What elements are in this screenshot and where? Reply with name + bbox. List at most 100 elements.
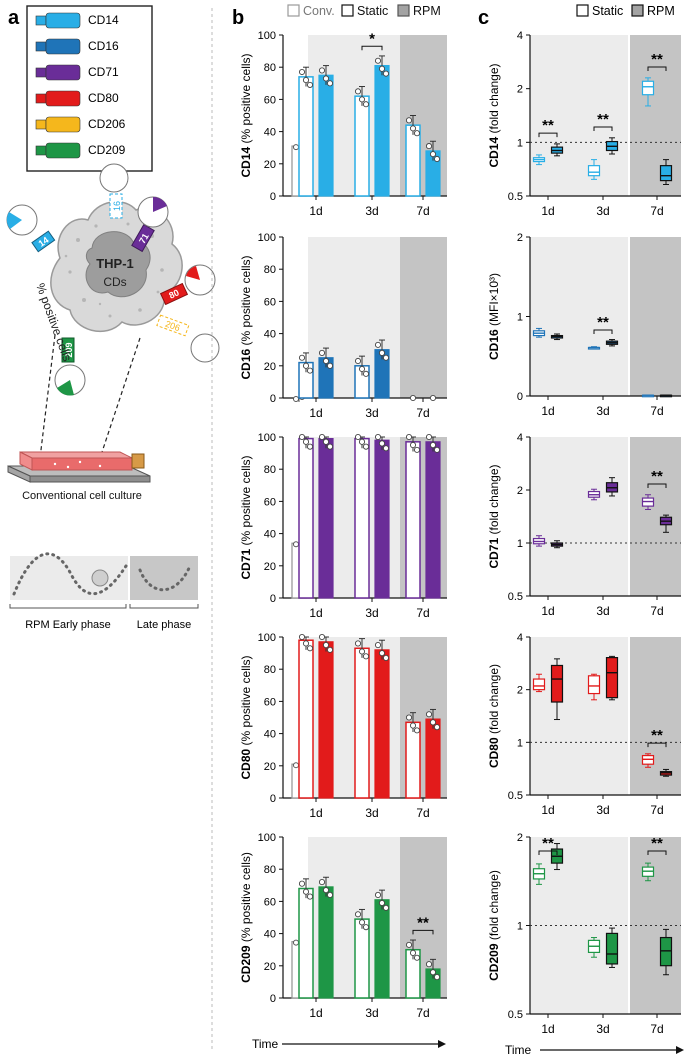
data-point [302,640,310,647]
significance-label: ** [651,835,663,852]
data-point [302,438,310,445]
significance-label: ** [417,914,429,931]
legend-stem-cd71 [35,67,47,78]
x-tick-label: 3d [596,204,609,218]
data-point [382,445,390,452]
y-tick-label: 2 [517,84,523,96]
data-point [374,891,382,899]
data-point [405,714,413,721]
data-point [374,341,382,348]
legend-label-rpm: RPM [413,4,441,18]
bar-static-1d [298,76,314,197]
data-point [409,722,417,729]
data-point [425,711,433,718]
y-tick-label: 1 [517,737,523,749]
significance-label: ** [651,51,663,68]
data-point [322,438,330,445]
significance-bracket [538,132,558,138]
panel-letter-c: c [478,7,489,29]
box-rpm-3d-box [605,657,619,699]
x-tick-label: 3d [365,204,378,218]
significance-bracket [538,850,558,855]
legend-marker-cd80 [45,90,81,107]
data-point [378,65,386,72]
x-tick-label: 3d [596,803,609,817]
y-tick-label: 100 [258,232,276,244]
data-point [429,441,437,449]
y-tick-label: 0 [270,993,276,1005]
y-tick-label: 0 [270,593,276,605]
legend-label-cd14: CD14 [88,13,119,27]
y-tick-label: 0.5 [508,591,523,603]
panel-letter-a: a [8,7,20,29]
bar-static-3d [354,647,370,799]
bar-static-7d [405,721,421,799]
point-conv [293,541,299,548]
y-tick-label: 40 [264,127,276,139]
data-point [306,81,314,88]
significance-label: * [369,30,375,47]
legend-stem-cd80 [35,93,47,104]
data-point [362,924,370,931]
receptor-cd209: 209 [54,337,86,396]
chart-b-cd80: 0 20 40 60 80 100 1d 3d 7d CD80 (% positive cells… [239,632,447,820]
receptor-cd16: 16 [99,163,129,219]
x-tick-label: 3d [596,404,609,418]
y-tick-label: 40 [264,329,276,341]
x-tick-label: 7d [416,806,429,820]
y-tick-label: 1 [517,137,523,149]
significance-bracket [647,742,667,748]
data-point [298,433,306,441]
data-point [326,891,334,899]
data-point [409,125,417,132]
time-label-c: Time [505,1043,532,1056]
chart-b-cd209: 0 20 40 60 80 100 1d 3d 7d CD209 (% positive cell… [239,832,447,1020]
x-tick-label: 7d [650,604,663,618]
bar-rpm-7d [425,718,441,799]
x-tick-label: 7d [416,204,429,218]
x-tick-label: 1d [309,606,322,620]
data-point [362,443,370,450]
data-point [405,941,413,948]
y-tick-label: 100 [258,632,276,644]
point-conv [293,396,299,402]
x-tick-label: 7d [650,404,663,418]
data-point [433,446,441,453]
data-point [302,362,310,369]
data-point [405,117,413,124]
data-point [413,954,421,961]
data-point [298,633,306,641]
y-tick-label: 20 [264,561,276,573]
x-tick-label: 3d [596,1022,609,1036]
bar-rpm-1d [318,641,334,799]
late-phase-shading [630,237,681,396]
legend-stem-cd206 [35,119,47,130]
data-point [322,357,330,365]
data-point [405,433,413,441]
x-tick-label: 7d [650,1022,663,1036]
y-tick-label: 60 [264,896,276,908]
data-point [306,893,314,900]
legend-marker-cd71 [45,64,81,81]
y-tick-label: 80 [264,664,276,676]
point-conv [293,762,299,769]
late-phase-shading [630,35,681,196]
x-tick-label: 7d [650,204,663,218]
y-tick-label: 2 [517,685,523,697]
x-tick-label: 1d [309,406,322,420]
legend-label-cd80: CD80 [88,91,119,105]
y-tick-label: 20 [264,761,276,773]
legend-label-cd209: CD209 [88,143,126,157]
data-point [413,727,421,734]
culture-flask [7,451,151,483]
y-tick-label: 4 [517,632,523,644]
receptor-cd80: 80 [159,264,216,306]
significance-label: ** [597,314,609,331]
y-tick-label: 2 [517,485,523,497]
tag-206: 206 [164,319,182,334]
panel-c-legend: Static RPM [576,4,675,18]
x-tick-label: 7d [416,606,429,620]
data-point [318,349,326,356]
late-phase-shading [630,637,681,795]
receptor-cd206: 206 [156,314,220,363]
